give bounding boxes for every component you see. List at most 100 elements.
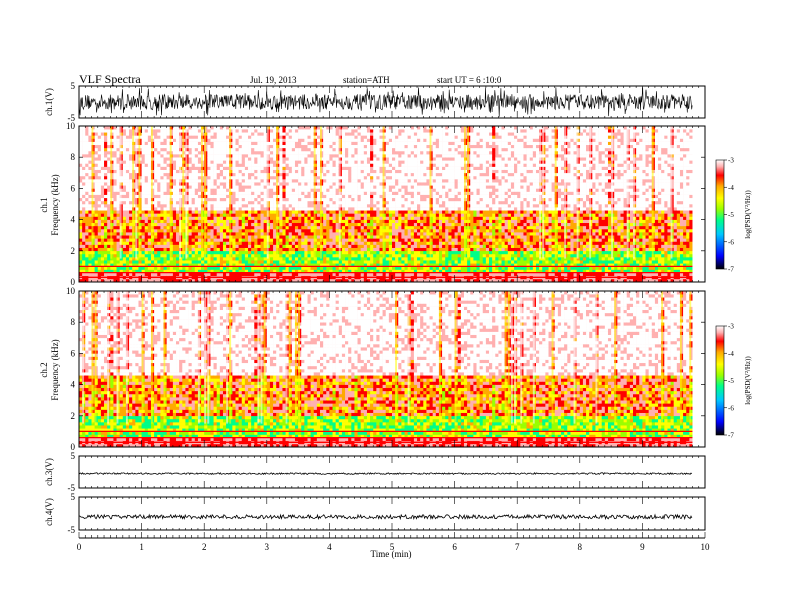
spectrogram-cell <box>88 157 92 161</box>
spectrogram-cell <box>251 129 255 133</box>
spectrogram-cell <box>194 185 199 189</box>
spectrogram-cell <box>194 222 199 227</box>
spectrogram-cell <box>107 207 111 211</box>
spectrogram-cell <box>191 235 196 239</box>
spectrogram-cell <box>129 222 133 227</box>
spectrogram-cell <box>144 182 149 186</box>
spectrogram-cell <box>341 241 346 245</box>
spectrogram-cell <box>335 238 340 242</box>
spectrogram-cell <box>273 191 277 195</box>
spectrogram-cell <box>116 126 120 130</box>
spectrogram-cell <box>82 272 86 277</box>
ch1-ytick-label: -5 <box>68 113 76 123</box>
spectrogram-cell <box>97 147 102 152</box>
spectrogram-cell <box>248 219 252 224</box>
spectrogram-cell <box>94 157 99 161</box>
spectrogram-cell <box>326 141 330 146</box>
spectrogram-cell <box>216 213 221 217</box>
spectrogram-cell <box>216 154 221 158</box>
spectrogram-cell <box>157 222 161 227</box>
spectrogram-cell <box>207 244 211 248</box>
spectrogram-cell <box>298 216 302 220</box>
spectrogram-cell <box>197 135 202 139</box>
spectrogram-cell <box>141 163 146 167</box>
spectrogram-cell <box>107 225 111 230</box>
spectrogram-cell <box>116 197 120 202</box>
spectrogram-cell <box>241 257 246 261</box>
ch1-ytick-label: 5 <box>71 81 76 91</box>
spectrogram-cell <box>138 263 142 267</box>
spectrogram-cell <box>144 232 149 236</box>
spectrogram-cell <box>341 166 346 170</box>
spectrogram-cell <box>232 260 236 264</box>
spectrogram-cell <box>269 157 274 161</box>
spectrogram-cell <box>248 172 252 177</box>
spectrogram-cell <box>263 241 268 245</box>
spectrogram-cell <box>257 232 261 236</box>
spectrogram-cell <box>125 154 130 158</box>
spectrogram-cell <box>238 213 243 217</box>
spectrogram-cell <box>357 179 361 183</box>
spectrogram-cell <box>326 238 330 242</box>
spectrogram-cell <box>298 172 302 177</box>
spectrogram-cell <box>207 182 211 186</box>
spectrogram-cell <box>194 154 199 158</box>
spectrogram-cell <box>160 272 164 277</box>
spectrogram-cell <box>157 260 161 264</box>
spectrogram-cell <box>310 207 315 211</box>
spectrogram-cell <box>194 191 199 195</box>
spectrogram-cell <box>166 269 171 273</box>
spectrogram-cell <box>345 207 349 211</box>
spectrogram-cell <box>210 213 214 217</box>
spectrogram-cell <box>254 272 258 277</box>
spectrogram-cell <box>301 269 305 273</box>
spectrogram-cell <box>298 179 302 183</box>
spectrogram-cell <box>210 219 214 224</box>
spectrogram-cell <box>326 160 330 164</box>
spectrogram-cell <box>251 169 255 174</box>
spectrogram-cell <box>316 257 321 261</box>
spectrogram-cell <box>241 260 246 264</box>
spectrogram-cell <box>166 247 171 252</box>
spectrogram-cell <box>100 200 105 205</box>
spectrogram-cell <box>104 132 108 136</box>
spectrogram-cell <box>125 272 130 277</box>
spectrogram-cell <box>332 207 336 211</box>
spectrogram-cell <box>341 182 346 186</box>
spectrogram-cell <box>244 179 249 183</box>
spectrogram-cell <box>122 191 127 195</box>
spectrogram-cell <box>97 213 102 217</box>
spectrogram-cell <box>113 238 117 242</box>
spectrogram-cell <box>326 175 330 180</box>
spectrogram-cell <box>329 228 333 233</box>
spectrogram-cell <box>238 191 243 195</box>
spectrogram-cell <box>307 210 311 214</box>
spectrogram-cell <box>144 147 149 152</box>
spectrogram-cell <box>338 260 343 264</box>
spectrogram-cell <box>194 213 199 217</box>
spectrogram-cell <box>335 182 340 186</box>
spectrogram-cell <box>88 138 92 142</box>
spectrogram-cell <box>129 250 133 255</box>
spectrogram-cell <box>229 263 233 267</box>
spectrogram-cell <box>341 272 346 277</box>
spectrogram-cell <box>116 219 120 224</box>
spectrogram-cell <box>82 241 86 245</box>
spectrogram-cell <box>166 191 171 195</box>
spectrogram-cell <box>260 219 264 224</box>
spectrogram-cell <box>310 129 315 133</box>
spectrogram-cell <box>122 247 127 252</box>
spectrogram-cell <box>116 235 120 239</box>
spectrogram-cell <box>363 238 368 242</box>
spectrogram-cell <box>370 232 374 236</box>
spectrogram-cell <box>219 144 224 149</box>
spectrogram-cell <box>219 163 224 167</box>
spectrogram-cell <box>320 269 324 273</box>
spectrogram-cell <box>301 222 305 227</box>
spectrogram-cell <box>150 257 155 261</box>
spectrogram-cell <box>366 188 371 192</box>
spectrogram-cell <box>251 241 255 245</box>
spectrogram-cell <box>125 260 130 264</box>
spectrogram-cell <box>348 213 352 217</box>
spectrogram-cell <box>79 272 83 277</box>
